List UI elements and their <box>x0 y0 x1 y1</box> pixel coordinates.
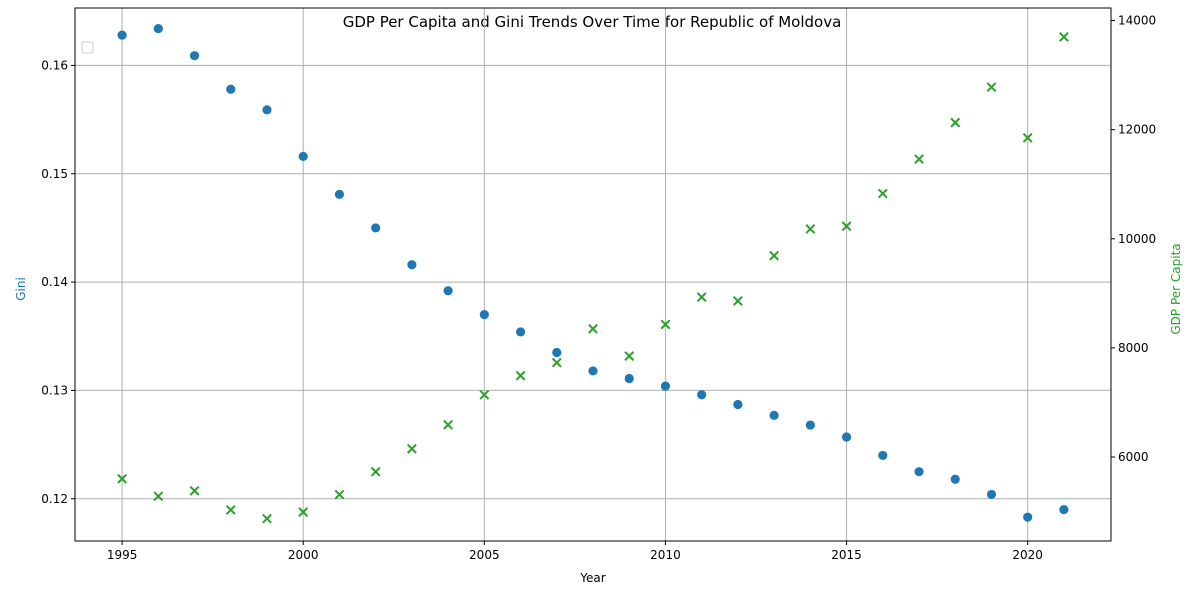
gdp-point <box>515 370 526 381</box>
plot-frame <box>74 7 1112 542</box>
gdp-series <box>117 32 1069 524</box>
legend-box <box>81 41 94 54</box>
y-right-tick-label: 8000 <box>1118 341 1149 355</box>
gdp-point <box>914 154 924 165</box>
gdp-point <box>443 419 454 430</box>
gdp-point <box>189 485 200 496</box>
y-axis-left: 0.12 0.13 0.14 0.15 0.16 <box>41 58 75 506</box>
gdp-point <box>986 82 997 93</box>
gini-point <box>226 84 236 94</box>
gini-point <box>697 390 707 400</box>
gdp-point <box>479 389 490 400</box>
y-right-tick-label: 6000 <box>1118 450 1149 464</box>
gdp-point <box>732 296 743 306</box>
gdp-point <box>769 250 780 261</box>
gdp-point <box>370 466 381 477</box>
gdp-point <box>1022 132 1033 143</box>
gini-point <box>950 474 960 484</box>
gdp-point <box>298 507 309 517</box>
gini-point <box>298 151 308 162</box>
x-tick-label: 1995 <box>107 548 138 562</box>
gini-point <box>371 223 381 233</box>
gdp-point <box>334 489 345 500</box>
gini-point <box>624 373 634 384</box>
gdp-point <box>696 292 707 303</box>
gini-point <box>117 30 127 40</box>
y-axis-right-title: GDP Per Capita <box>1169 243 1183 334</box>
gini-point <box>986 489 997 500</box>
gdp-point <box>153 491 164 502</box>
gdp-point <box>1059 32 1069 42</box>
chart-title: GDP Per Capita and Gini Trends Over Time… <box>343 13 842 31</box>
gini-point <box>588 366 598 376</box>
gdp-point <box>551 357 562 368</box>
gini-point <box>1023 512 1033 522</box>
y-axis-left-title: Gini <box>14 277 28 301</box>
gini-point <box>733 399 743 410</box>
gini-point <box>660 381 671 391</box>
gdp-point <box>624 351 635 361</box>
gini-point <box>1059 504 1069 515</box>
gdp-point <box>877 188 888 199</box>
x-axis: 1995 2000 2005 2010 2015 2020 <box>107 541 1043 562</box>
gini-point <box>334 189 345 199</box>
gini-point <box>407 260 417 270</box>
x-tick-label: 2005 <box>469 548 500 562</box>
gini-point <box>914 467 924 477</box>
gdp-point <box>950 117 961 128</box>
x-tick-label: 2015 <box>831 548 862 562</box>
grid <box>75 8 1111 541</box>
x-tick-label: 2020 <box>1012 548 1043 562</box>
x-tick-label: 2000 <box>288 548 319 562</box>
gini-point <box>878 450 888 461</box>
gini-point <box>153 23 163 34</box>
gdp-point <box>117 473 127 484</box>
gdp-point <box>841 221 852 232</box>
y-right-tick-label: 14000 <box>1118 14 1156 28</box>
gini-point <box>805 420 815 430</box>
x-axis-title: Year <box>579 571 605 585</box>
y-axis-right: 6000 8000 10000 12000 14000 <box>1111 14 1156 464</box>
y-right-tick-label: 12000 <box>1118 123 1156 137</box>
gini-point <box>479 309 489 320</box>
x-tick-label: 2010 <box>650 548 681 562</box>
gdp-point <box>588 323 598 334</box>
gini-point <box>769 410 779 420</box>
gdp-point <box>262 513 272 524</box>
gdp-point <box>225 504 236 515</box>
gini-point <box>262 105 272 115</box>
y-left-tick-label: 0.14 <box>41 275 68 289</box>
y-left-tick-label: 0.12 <box>41 492 68 506</box>
y-left-tick-label: 0.16 <box>41 58 68 72</box>
gdp-point <box>406 443 417 454</box>
y-right-tick-label: 10000 <box>1118 232 1156 246</box>
gini-point <box>841 432 852 442</box>
gini-point <box>515 327 526 337</box>
gini-point <box>189 51 200 61</box>
y-left-tick-label: 0.15 <box>41 167 68 181</box>
gini-point <box>443 286 453 296</box>
y-left-tick-label: 0.13 <box>41 383 68 397</box>
gdp-point <box>660 319 671 330</box>
gini-series <box>117 23 1069 522</box>
gdp-point <box>805 224 816 234</box>
gini-point <box>552 347 562 358</box>
